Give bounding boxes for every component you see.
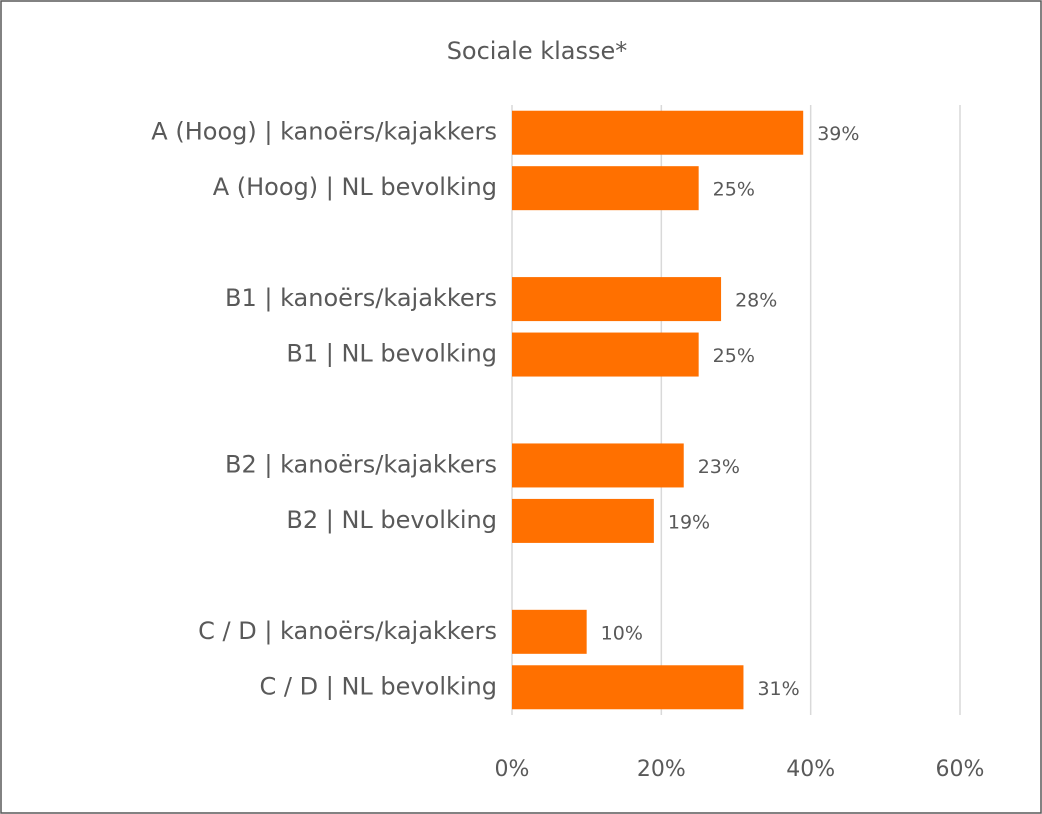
x-tick-label: 0% <box>495 757 530 782</box>
bar <box>512 332 699 377</box>
y-tick-label: B2 | kanoërs/kajakkers <box>225 450 497 478</box>
bar <box>512 498 654 543</box>
bar <box>512 166 699 211</box>
value-label: 10% <box>601 622 643 644</box>
bar <box>512 443 684 488</box>
chart-title: Sociale klasse* <box>447 37 628 65</box>
y-tick-label: A (Hoog) | NL bevolking <box>213 173 497 201</box>
value-label: 25% <box>713 179 755 201</box>
y-tick-label: A (Hoog) | kanoërs/kajakkers <box>151 118 497 146</box>
bar <box>512 665 744 710</box>
bar <box>512 110 804 155</box>
value-label: 25% <box>713 345 755 367</box>
y-tick-label: C / D | kanoërs/kajakkers <box>198 617 497 645</box>
y-tick-label: C / D | NL bevolking <box>260 672 497 700</box>
y-tick-label: B1 | kanoërs/kajakkers <box>225 284 497 312</box>
y-tick-label: B2 | NL bevolking <box>286 506 497 534</box>
x-tick-label: 20% <box>637 757 686 782</box>
value-label: 23% <box>698 456 740 478</box>
y-tick-label: B1 | NL bevolking <box>286 340 497 368</box>
x-tick-label: 40% <box>786 757 835 782</box>
value-label: 31% <box>757 678 799 700</box>
x-tick-label: 60% <box>936 757 985 782</box>
bar <box>512 609 587 654</box>
value-label: 28% <box>735 290 777 312</box>
bar <box>512 277 722 322</box>
value-label: 39% <box>817 123 859 145</box>
value-label: 19% <box>668 511 710 533</box>
